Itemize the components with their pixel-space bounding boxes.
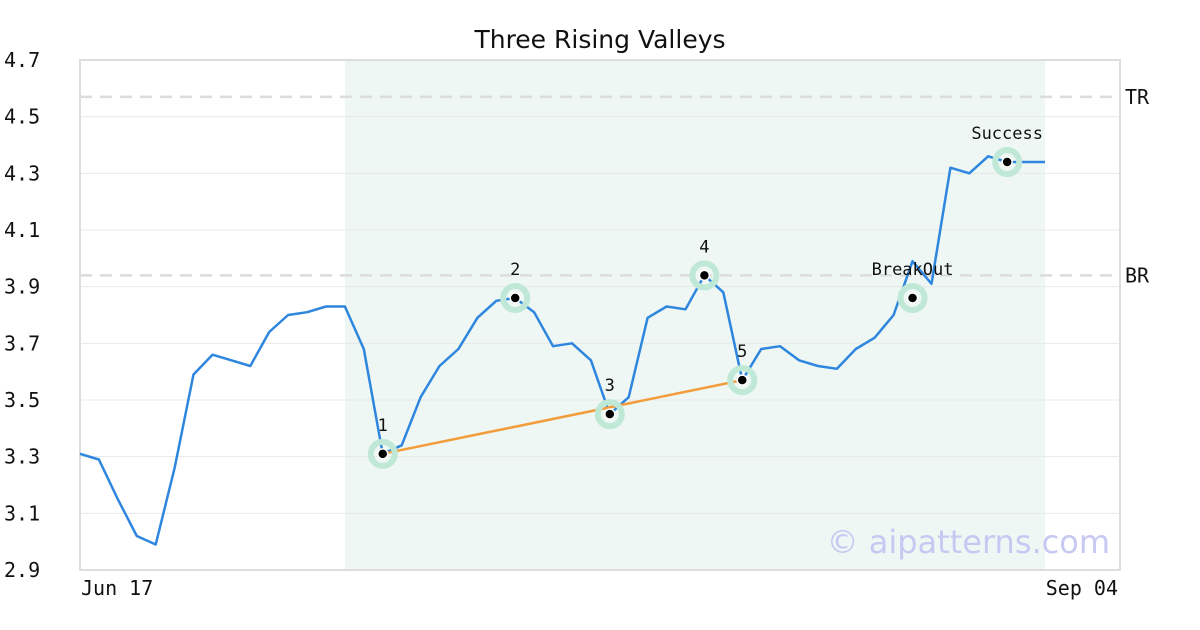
support-layer [382,378,743,456]
point-halo [367,438,398,469]
x-tick-label: Sep 04 [1046,576,1118,600]
y-tick-label: 3.9 [4,275,40,299]
x-axis: Jun 17 Sep 04 [81,576,1118,600]
x-tick-label: Jun 17 [81,576,153,600]
point-marker [906,292,919,304]
pattern-region [344,60,1045,570]
y-tick-label: 2.9 [4,558,40,582]
point-halo [727,365,758,396]
point-label: BreakOut [872,260,954,280]
point-label: 4 [699,237,709,257]
point-label: 1 [378,416,388,436]
watermark: © aipatterns.com [827,523,1110,561]
point-marker [698,269,711,282]
plot-frame [79,59,1121,571]
point-marker [736,374,749,386]
point-marker [604,408,616,420]
level-label: BR [1125,263,1150,287]
point-label: 5 [737,342,747,362]
y-tick-label: 3.1 [4,501,40,525]
pattern-region-layer [344,60,1045,570]
point-layer: 1 2 3 4 5 BreakOut Success [367,124,1043,469]
point-label: 3 [605,376,615,396]
y-tick-label: 3.7 [4,331,40,355]
chart-title: Three Rising Valleys [473,25,725,54]
y-tick-label: 3.5 [4,388,40,412]
y-tick-label: 3.3 [4,445,40,469]
y-tick-label: 4.3 [4,161,40,185]
point-halo [689,260,720,291]
point-halo [992,147,1023,177]
level-layer: TR BR [80,85,1150,287]
point-halo [500,283,531,313]
y-tick-label: 4.5 [4,105,40,129]
y-tick-label: 4.7 [4,48,40,72]
y-tick-label: 4.1 [4,218,40,242]
level-label: TR [1125,85,1150,109]
point-halo [897,283,928,313]
support-line [382,378,743,456]
y-axis: 2.9 3.1 3.3 3.5 3.7 3.9 4.1 4.3 4.5 4.7 [4,48,40,582]
price-line [79,155,1045,546]
point-label: Success [971,124,1043,144]
point-label: 2 [510,260,520,280]
point-marker [376,448,389,460]
point-marker [509,292,521,304]
point-halo [594,399,625,430]
point-marker [1001,156,1013,168]
series-layer [79,155,1045,546]
